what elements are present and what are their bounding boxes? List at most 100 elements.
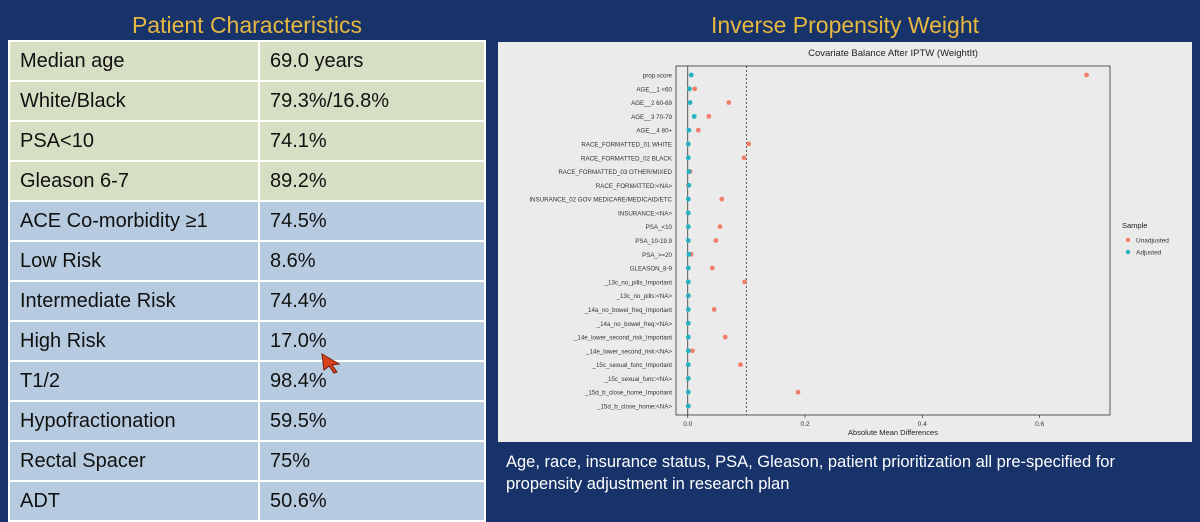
unadjusted-point (711, 307, 717, 312)
y-tick-label: _14e_lower_second_risk_Important (573, 335, 672, 342)
y-tick-label: prop.score (643, 73, 673, 80)
y-tick-label: AGE__2 60-69 (631, 100, 672, 107)
adjusted-point (685, 141, 691, 147)
characteristic-row: High Risk 17.0% (8, 320, 486, 362)
characteristic-value: 69.0 years (258, 40, 486, 82)
characteristic-row: ACE Co-morbidity ≥1 74.5% (8, 200, 486, 242)
adjusted-point (685, 293, 691, 299)
y-tick-label: RACE_FORMATTED_02 BLACK (581, 155, 673, 162)
legend-entry: Unadjusted (1136, 238, 1169, 245)
adjusted-point (685, 389, 691, 395)
y-tick-label: RACE_FORMATTED_01 WHITE (581, 141, 672, 148)
characteristic-label: White/Black (8, 80, 260, 122)
unadjusted-point (746, 141, 752, 147)
unadjusted-point (690, 348, 695, 354)
y-tick-label: _15c_sexual_func:<NA> (604, 376, 673, 383)
adjusted-point (688, 72, 694, 78)
unadjusted-point (713, 238, 719, 243)
adjusted-point (685, 265, 691, 271)
unadjusted-point (706, 113, 712, 119)
chart-svg: Covariate Balance After IPTW (WeightIt) p… (529, 48, 1169, 437)
adjusted-point (685, 348, 691, 354)
y-tick-label: RACE_FORMATTED_03 OTHER/MIXED (558, 169, 672, 176)
mouse-cursor-icon (321, 353, 341, 374)
covariate-balance-chart: Covariate Balance After IPTW (WeightIt) p… (498, 42, 1192, 442)
adjusted-point (685, 376, 691, 381)
y-tick-label: _13c_no_pills_Important (604, 279, 673, 286)
y-tick-label: AGE__1 <60 (636, 86, 672, 93)
characteristic-row: Gleason 6-7 89.2% (8, 160, 486, 202)
characteristic-row: ADT 50.6% (8, 480, 486, 522)
y-tick-label: _14e_lower_second_risk:<NA> (585, 348, 672, 355)
adjusted-point (685, 210, 691, 216)
adjusted-point (691, 113, 697, 119)
inverse-propensity-weight-title: Inverse Propensity Weight (710, 12, 980, 38)
characteristic-label: Rectal Spacer (8, 440, 260, 482)
adjusted-point (685, 224, 691, 230)
characteristic-value: 59.5% (258, 400, 486, 442)
adjusted-point (685, 238, 691, 243)
y-tick-label: PSA_10-19.9 (635, 238, 672, 245)
characteristic-value: 75% (258, 440, 486, 482)
unadjusted-point (722, 334, 728, 340)
characteristic-value: 8.6% (258, 240, 486, 282)
characteristic-label: Low Risk (8, 240, 260, 282)
characteristic-value: 50.6% (258, 480, 486, 522)
unadjusted-point (692, 86, 698, 92)
y-tick-label: _14a_no_bowel_freq_Important (584, 307, 673, 314)
adjusted-point (685, 279, 691, 285)
y-tick-label: INSURANCE:<NA> (618, 210, 672, 217)
characteristic-label: Intermediate Risk (8, 280, 260, 322)
adjusted-point (685, 196, 691, 202)
characteristic-row: Intermediate Risk 74.4% (8, 280, 486, 322)
unadjusted-point (795, 389, 801, 395)
unadjusted-point (717, 224, 723, 230)
unadjusted-point (695, 127, 701, 133)
characteristic-label: Gleason 6-7 (8, 160, 260, 202)
adjusted-point (686, 251, 692, 257)
characteristic-label: PSA<10 (8, 120, 260, 162)
adjusted-point (686, 182, 692, 188)
characteristic-row: T1/2 98.4% (8, 360, 486, 402)
unadjusted-point (1084, 72, 1089, 78)
caption-text: Age, race, insurance status, PSA, Gleaso… (506, 453, 1115, 493)
unadjusted-point (719, 196, 725, 202)
characteristic-value: 74.5% (258, 200, 486, 242)
adjusted-point (686, 127, 692, 133)
y-tick-label: GLEASON_8-9 (630, 266, 673, 273)
patient-characteristics-title: Patient Characteristics (131, 12, 363, 38)
characteristic-row: Low Risk 8.6% (8, 240, 486, 282)
x-tick-label: 0.6 (1035, 421, 1044, 428)
y-tick-label: AGE__3 70-79 (631, 114, 672, 121)
y-tick-label: _13c_no_pills:<NA> (616, 293, 673, 300)
characteristic-row: White/Black 79.3%/16.8% (8, 80, 486, 122)
x-tick-label: 0.2 (801, 421, 810, 428)
characteristic-label: ACE Co-morbidity ≥1 (8, 200, 260, 242)
y-tick-label: INSURANCE_02 GOV MEDICARE/MEDICAID/ETC (529, 197, 672, 204)
characteristic-value: 74.4% (258, 280, 486, 322)
patient-characteristics-table: Median age 69.0 years White/Black 79.3%/16.… (8, 40, 486, 522)
characteristic-row: Rectal Spacer 75% (8, 440, 486, 482)
unadjusted-point (726, 100, 732, 105)
unadjusted-point (742, 279, 748, 285)
unadjusted-point (741, 155, 747, 161)
characteristic-label: Hypofractionation (8, 400, 260, 442)
adjusted-point (686, 169, 692, 174)
characteristic-value: 89.2% (258, 160, 486, 202)
legend-entry: Adjusted (1136, 250, 1162, 257)
adjusted-point (685, 362, 691, 368)
y-tick-label: _14a_no_bowel_freq:<NA> (596, 321, 673, 328)
plot-area (675, 65, 1111, 416)
x-tick-label: 0.4 (918, 421, 927, 428)
characteristic-label: High Risk (8, 320, 260, 362)
characteristic-value: 98.4% (258, 360, 486, 402)
adjusted-point (685, 155, 691, 161)
y-tick-label: PSA_<10 (646, 224, 673, 231)
characteristic-value: 74.1% (258, 120, 486, 162)
characteristic-value: 17.0% (258, 320, 486, 362)
x-axis-label: Absolute Mean Differences (848, 428, 938, 437)
characteristic-label: ADT (8, 480, 260, 522)
unadjusted-point (709, 265, 715, 271)
y-tick-label: _15d_b_close_home_Important (584, 390, 672, 397)
y-tick-label: PSA_>=20 (642, 252, 672, 259)
